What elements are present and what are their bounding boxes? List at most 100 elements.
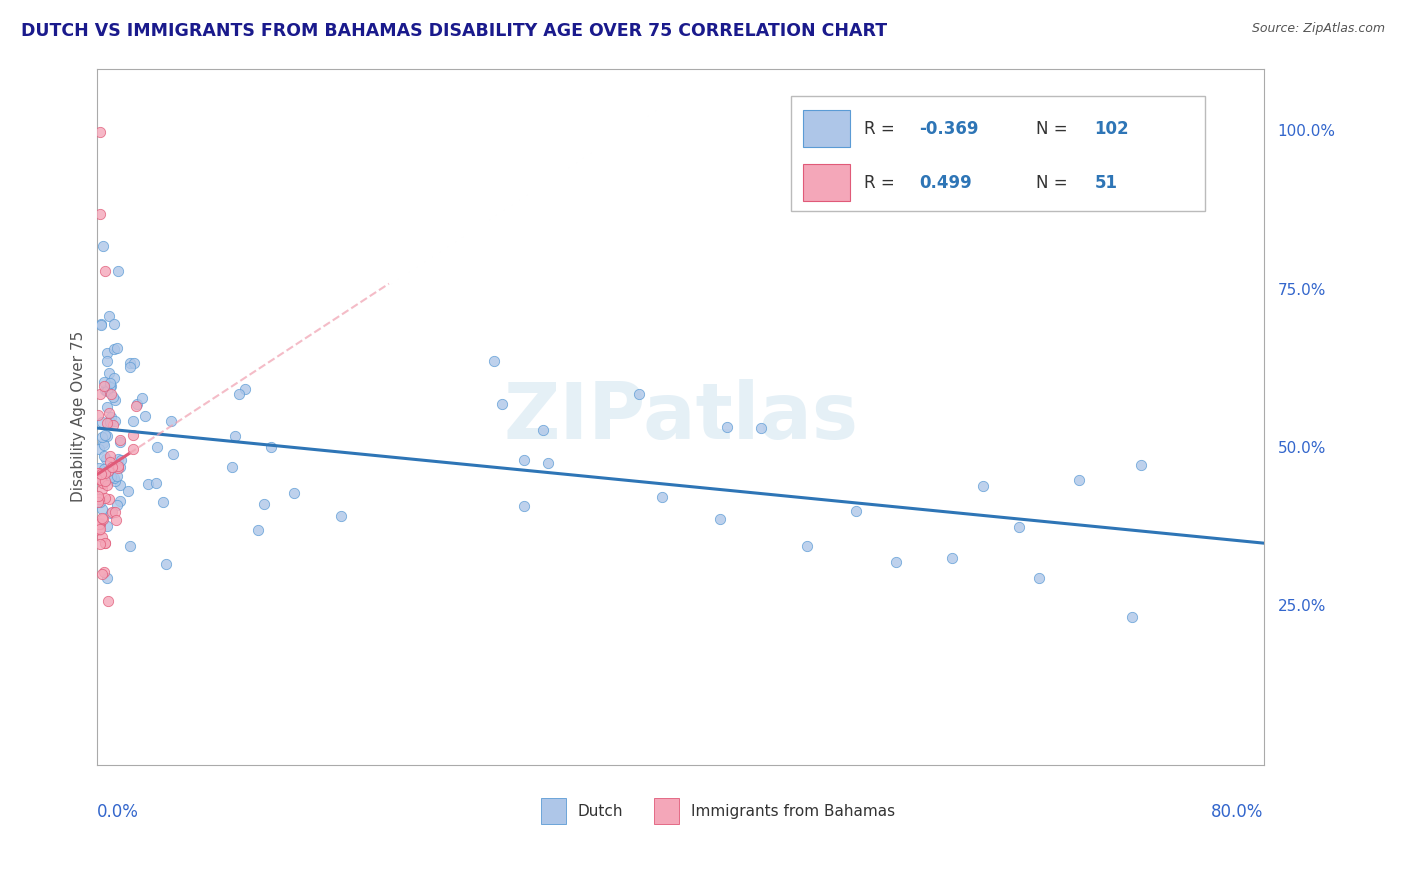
Point: [94, 384, 117, 398]
Point: [90, 473, 112, 487]
Point: [96, 383, 118, 397]
Point: [131, 392, 153, 406]
Point: [749, 421, 772, 435]
Point: [107, 460, 129, 475]
Point: [97, 492, 120, 507]
Point: [110, 434, 132, 448]
Point: [87, 495, 110, 509]
Point: [87, 466, 110, 480]
Point: [93, 428, 115, 442]
Point: [98, 376, 121, 390]
Point: [709, 512, 731, 526]
FancyBboxPatch shape: [654, 797, 679, 824]
Point: [283, 486, 305, 500]
Point: [91, 475, 114, 490]
Text: DUTCH VS IMMIGRANTS FROM BAHAMAS DISABILITY AGE OVER 75 CORRELATION CHART: DUTCH VS IMMIGRANTS FROM BAHAMAS DISABIL…: [21, 22, 887, 40]
Text: N =: N =: [1036, 120, 1073, 137]
Point: [98, 449, 121, 463]
Point: [93, 461, 115, 475]
Point: [136, 477, 159, 491]
Point: [100, 506, 122, 520]
Point: [96, 416, 118, 430]
Y-axis label: Disability Age Over 75: Disability Age Over 75: [72, 331, 86, 502]
Point: [107, 452, 129, 467]
Point: [93, 491, 115, 506]
Point: [152, 494, 174, 508]
Point: [94, 474, 117, 488]
Point: [108, 459, 131, 474]
Point: [941, 550, 963, 565]
Point: [125, 400, 148, 414]
Point: [89, 516, 111, 531]
Point: [98, 465, 121, 479]
Point: [91, 512, 114, 526]
Point: [886, 556, 908, 570]
Point: [96, 571, 118, 585]
Point: [103, 471, 125, 485]
Point: [98, 416, 121, 430]
Point: [228, 387, 250, 401]
Text: -0.369: -0.369: [920, 120, 979, 137]
Point: [101, 390, 124, 404]
Point: [91, 567, 114, 582]
Point: [108, 435, 131, 450]
Point: [224, 429, 246, 443]
Point: [122, 427, 145, 442]
Point: [108, 494, 131, 508]
Point: [491, 397, 513, 411]
Point: [103, 370, 125, 384]
Point: [96, 384, 118, 399]
Point: [122, 442, 145, 456]
Point: [160, 414, 183, 428]
Point: [107, 458, 129, 473]
Text: 100.0%: 100.0%: [1278, 124, 1336, 139]
Point: [103, 317, 125, 331]
Point: [121, 414, 143, 428]
Point: [155, 557, 177, 571]
Point: [90, 467, 112, 481]
Point: [90, 318, 112, 333]
Point: [89, 517, 111, 532]
Point: [105, 342, 128, 356]
Point: [145, 440, 167, 454]
Point: [91, 511, 114, 525]
Point: [89, 494, 111, 508]
Point: [1130, 458, 1153, 473]
Point: [122, 356, 145, 370]
Point: [100, 387, 122, 401]
Point: [94, 466, 117, 480]
Point: [100, 505, 122, 519]
Point: [93, 375, 115, 389]
Text: 0.499: 0.499: [920, 174, 973, 192]
Point: [118, 359, 141, 374]
Point: [93, 379, 115, 393]
Point: [1028, 572, 1050, 586]
Point: [107, 264, 129, 278]
Point: [330, 509, 353, 524]
Point: [98, 380, 121, 394]
Text: 25.0%: 25.0%: [1278, 599, 1326, 615]
Point: [105, 498, 128, 512]
Point: [90, 530, 112, 544]
Point: [96, 346, 118, 360]
Point: [247, 523, 270, 537]
Point: [105, 469, 128, 483]
Point: [104, 505, 127, 519]
Point: [628, 387, 651, 401]
Point: [125, 397, 148, 411]
Point: [90, 415, 112, 429]
Point: [108, 478, 131, 492]
Point: [1067, 473, 1090, 487]
Point: [94, 536, 117, 550]
Point: [87, 492, 110, 507]
Point: [100, 470, 122, 484]
Point: [96, 519, 118, 533]
Point: [87, 489, 110, 503]
Point: [96, 452, 118, 467]
Text: 75.0%: 75.0%: [1278, 283, 1326, 298]
Point: [972, 479, 994, 493]
Point: [89, 207, 111, 221]
Point: [103, 414, 125, 428]
Point: [796, 539, 818, 553]
Point: [90, 501, 112, 516]
